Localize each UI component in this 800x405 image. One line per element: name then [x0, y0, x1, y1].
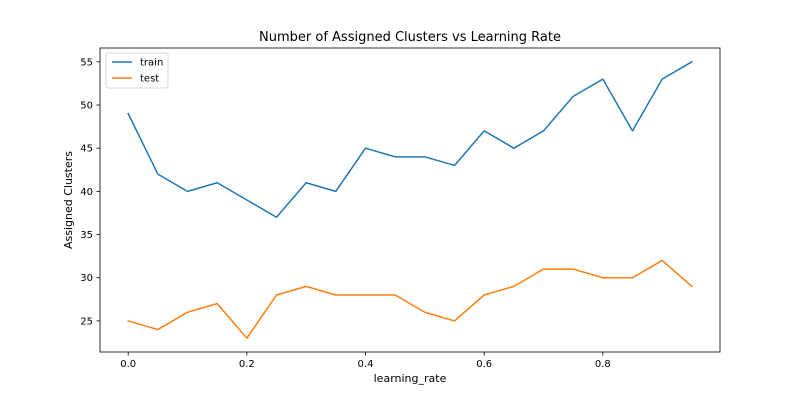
- legend-items: train test: [112, 58, 163, 85]
- series-line-test: [127, 259, 693, 339]
- y-tick-label: 25: [80, 316, 93, 327]
- x-axis-ticks: 0.0 0.2 0.4 0.6 0.8: [120, 352, 611, 370]
- x-tick-label: 0.6: [476, 359, 492, 370]
- y-tick-label: 55: [80, 57, 93, 68]
- legend-label-test: test: [140, 74, 159, 85]
- y-axis-label: Assigned Clusters: [62, 151, 75, 249]
- y-tick-label: 40: [80, 187, 93, 198]
- y-tick-label: 45: [80, 144, 93, 155]
- x-tick-label: 0.8: [595, 359, 611, 370]
- y-tick-label: 50: [80, 101, 93, 112]
- x-tick-label: 0.4: [358, 359, 374, 370]
- y-tick-label: 30: [80, 273, 93, 284]
- series-line-train: [127, 60, 693, 219]
- legend: train test: [105, 52, 169, 89]
- x-tick-label: 0.2: [239, 359, 255, 370]
- plot-frame: [99, 47, 721, 353]
- x-tick-label: 0.0: [120, 359, 136, 370]
- y-tick-label: 35: [80, 230, 93, 241]
- series-layer: [127, 60, 693, 339]
- chart-title: Number of Assigned Clusters vs Learning …: [259, 30, 561, 45]
- legend-label-train: train: [140, 58, 163, 69]
- y-axis-ticks: 25 30 35 40 45 50 55: [80, 57, 100, 327]
- x-axis-label: learning_rate: [374, 372, 447, 385]
- plot-area: [99, 47, 721, 353]
